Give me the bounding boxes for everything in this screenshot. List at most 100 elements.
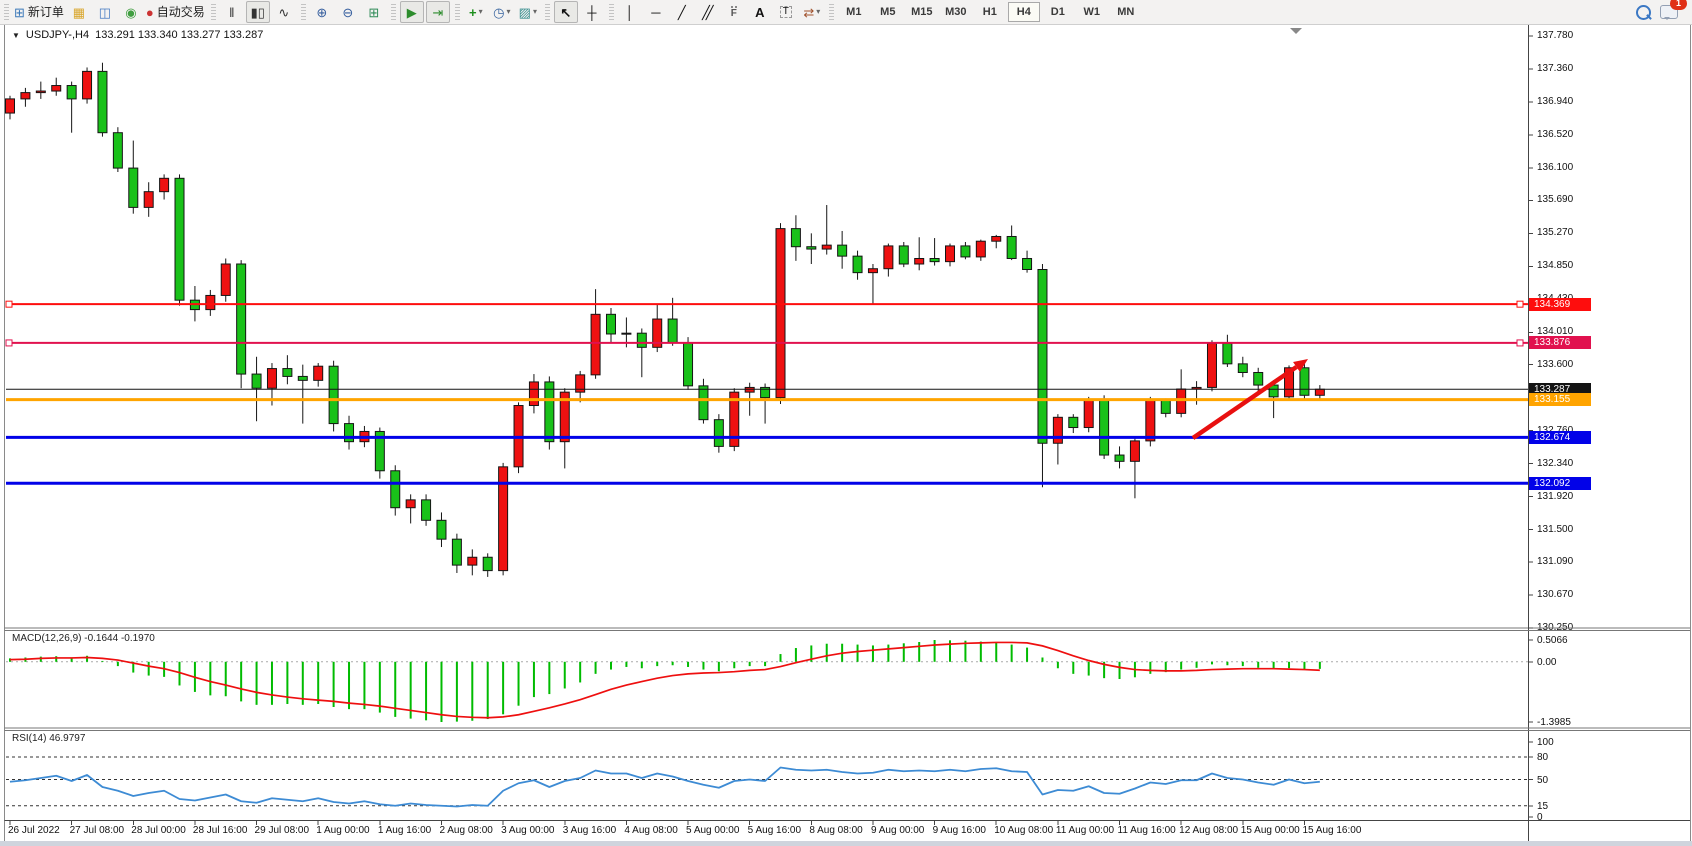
timeframe-m1-button[interactable]: M1 — [846, 6, 862, 18]
new-order-icon: ⊞ — [14, 4, 25, 20]
time-axis-label: 11 Aug 00:00 — [1055, 825, 1115, 836]
zoom-in-button[interactable]: ⊕ — [310, 1, 334, 23]
candle-down — [297, 375, 308, 381]
candle-up — [652, 318, 663, 348]
arrows-button[interactable]: ⇄ ▾ — [800, 1, 824, 23]
line-chart-button[interactable]: ∿ — [272, 1, 296, 23]
chevron-down-icon[interactable]: ▾ — [532, 7, 537, 16]
chart-shift-marker[interactable] — [1290, 28, 1302, 34]
market-watch-icon: ◉ — [125, 4, 137, 20]
horizontal-line-icon: ─ — [651, 4, 661, 20]
trendline-button[interactable]: ╱ — [670, 1, 694, 23]
candle-up — [821, 244, 832, 250]
timeframe-m30-button[interactable]: M30 — [945, 6, 967, 18]
crosshair-button[interactable]: ┼ — [580, 1, 604, 23]
search-button[interactable] — [1631, 1, 1655, 23]
cursor-button[interactable]: ↖ — [553, 1, 578, 23]
price-axis-tick: 137.360 — [1537, 63, 1574, 75]
fibonacci-retracement-button[interactable]: F — [722, 1, 746, 23]
candle-up — [313, 365, 324, 381]
cursor-icon: ↖ — [560, 4, 572, 20]
candle-down — [1068, 416, 1079, 429]
time-axis-label: 28 Jul 00:00 — [131, 825, 186, 836]
candle-down — [760, 386, 771, 399]
chevron-down-icon[interactable]: ▾ — [478, 7, 483, 16]
candle-down — [1299, 367, 1310, 396]
zoom-out-button[interactable]: ⊖ — [336, 1, 360, 23]
text-label-button[interactable]: T — [774, 1, 798, 23]
templates-button[interactable]: ▨ ▾ — [516, 1, 540, 23]
market-watch-button[interactable]: ◉ — [119, 1, 143, 23]
price-axis-tick: 135.270 — [1537, 227, 1574, 239]
toolbar-grip — [828, 4, 834, 20]
tile-windows-icon: ⊞ — [368, 4, 380, 20]
tile-windows-button[interactable]: ⊞ — [362, 1, 386, 23]
timeframe-w1-button[interactable]: W1 — [1083, 6, 1101, 18]
timeframe-m15-button[interactable]: M15 — [911, 6, 933, 18]
timeframe-mn-button[interactable]: MN — [1117, 6, 1135, 18]
indicators-list-icon: + — [468, 4, 477, 20]
notifications-chat-button[interactable]: 1 — [1657, 0, 1687, 23]
toolbar-grip — [4, 4, 9, 20]
candle-down — [1160, 399, 1171, 414]
candle-down — [451, 538, 462, 566]
chevron-down-icon[interactable]: ▾ — [506, 7, 511, 16]
candle-up — [775, 228, 786, 399]
periods-button[interactable]: ◷ ▾ — [490, 1, 514, 23]
chevron-down-icon[interactable]: ▾ — [816, 7, 821, 16]
search-icon — [1635, 4, 1651, 20]
auto-scroll-icon: ▶ — [406, 4, 417, 20]
candles-layer — [5, 62, 1325, 577]
candle-up — [528, 381, 539, 407]
support-line-blue-2-price-tag: 132.092 — [1529, 476, 1591, 490]
new-order-button[interactable]: ⊞ 新订单 — [13, 1, 65, 23]
candle-down — [112, 132, 123, 169]
timeframe-m5-button[interactable]: M5 — [880, 6, 896, 18]
autotrading-button[interactable]: ● 自动交易 — [145, 1, 206, 23]
equidistant-channel-icon: ╱╱ — [701, 4, 713, 20]
horizontal-line-button[interactable]: ─ — [644, 1, 668, 23]
candle-up — [159, 177, 170, 193]
bar-chart-button[interactable]: ‖ — [220, 1, 244, 23]
equidistant-channel-button[interactable]: ╱╱ — [696, 1, 720, 23]
chart-shift-button[interactable]: ⇥ — [425, 1, 450, 23]
candle-up — [220, 263, 231, 296]
time-axis-label: 15 Aug 16:00 — [1302, 825, 1362, 836]
indicators-list-button[interactable]: + ▾ — [464, 1, 488, 23]
candle-up — [143, 191, 154, 208]
rsi-axis-label: 100 — [1537, 737, 1554, 748]
candle-down — [1022, 257, 1033, 271]
candle-down — [1237, 363, 1248, 373]
profiles-button[interactable]: ◫ — [93, 1, 117, 23]
time-axis-label: 11 Aug 16:00 — [1117, 825, 1176, 836]
bid-price-line-price-tag: 133.287 — [1529, 382, 1591, 396]
resistance-line-2-handle[interactable] — [5, 339, 13, 347]
resistance-line-1-handle[interactable] — [1516, 300, 1524, 308]
vertical-line-button[interactable]: │ — [618, 1, 642, 23]
auto-scroll-button[interactable]: ▶ — [399, 1, 424, 23]
candle-up — [867, 268, 878, 274]
window-bottom-edge — [0, 841, 1692, 846]
macd-signal-line — [9, 641, 1320, 719]
resistance-line-2-handle[interactable] — [1516, 339, 1524, 347]
candle-down — [667, 318, 678, 344]
timeframe-h1-button[interactable]: H1 — [982, 6, 997, 18]
candle-up — [1314, 388, 1325, 396]
candle-up — [266, 368, 277, 389]
time-axis-label: 9 Aug 00:00 — [870, 825, 925, 836]
text-button[interactable]: A — [748, 1, 772, 23]
timeframe-h4-button[interactable]: H4 — [1007, 2, 1040, 22]
candle-up — [467, 556, 478, 566]
resistance-line-1-handle[interactable] — [5, 300, 13, 308]
timeframe-d1-button[interactable]: D1 — [1050, 6, 1065, 18]
trend-arrow-annotation[interactable] — [1191, 359, 1308, 440]
candle-down — [174, 177, 185, 301]
new-chart-button[interactable]: ▦ — [67, 1, 91, 23]
rsi-indicator-label: RSI(14) 46.9797 — [12, 733, 86, 744]
candlestick-chart-button[interactable]: ▮▯ — [245, 1, 270, 23]
candle-down — [421, 499, 432, 521]
price-axis-tick: 132.340 — [1537, 457, 1574, 469]
candle-down — [66, 85, 77, 100]
collapse-icon[interactable]: ▼ — [12, 30, 20, 40]
